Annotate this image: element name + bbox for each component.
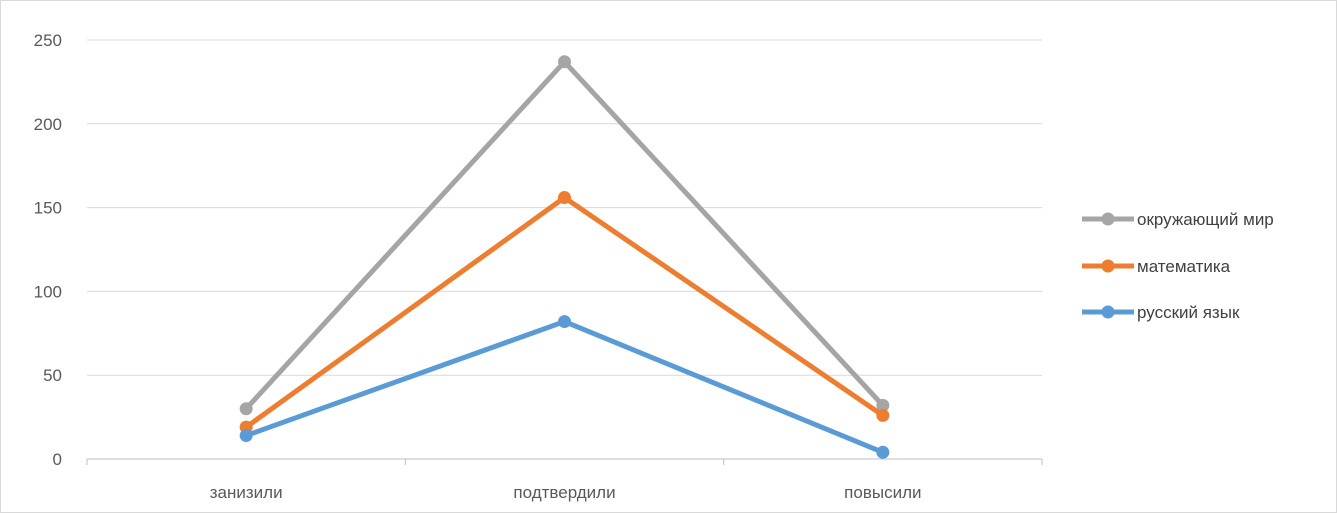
gridlines [87, 39, 1042, 376]
data-point [558, 55, 571, 69]
series-group [239, 55, 890, 459]
y-axis: 0 50 100 150 200 250 [34, 31, 62, 469]
data-point [558, 315, 571, 329]
data-point [876, 408, 890, 422]
x-tick-label: подтвердили [513, 483, 615, 502]
legend-label: русский язык [1137, 303, 1240, 322]
data-point [876, 445, 890, 459]
data-point [876, 398, 890, 412]
x-axis: занизили подтвердили повысили [86, 458, 1043, 502]
y-tick-label: 0 [53, 450, 62, 469]
y-tick-label: 250 [34, 31, 62, 50]
y-tick-label: 100 [34, 282, 62, 301]
legend-label: окружающий мир [1137, 210, 1274, 229]
y-tick-label: 50 [43, 366, 62, 385]
data-point [239, 429, 253, 443]
data-point [239, 402, 253, 416]
x-tick-label: занизили [210, 483, 283, 502]
legend-label: математика [1137, 257, 1231, 276]
legend-swatch-marker [1101, 259, 1115, 273]
y-tick-label: 150 [34, 199, 62, 218]
y-tick-label: 200 [34, 115, 62, 134]
legend-swatch-marker [1101, 212, 1115, 226]
x-tick-label: повысили [844, 483, 921, 502]
legend: окружающий мир математика русский язык [1082, 210, 1274, 322]
legend-swatch-marker [1101, 305, 1115, 319]
data-point [558, 191, 571, 205]
